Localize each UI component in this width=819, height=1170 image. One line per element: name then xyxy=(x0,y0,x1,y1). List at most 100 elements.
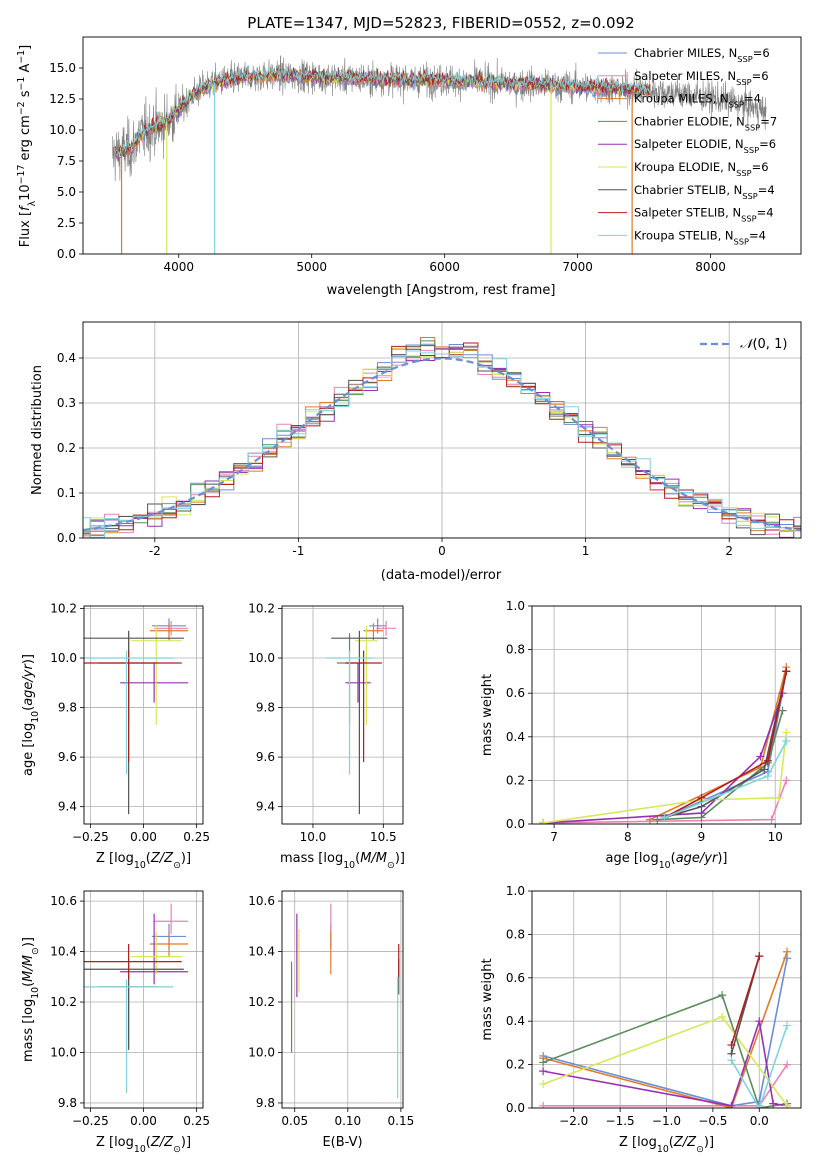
x-axis-label: E(B-V) xyxy=(322,1135,362,1150)
y-tick-label: 10.2 xyxy=(248,601,275,615)
label-part: log xyxy=(21,723,36,743)
label-part: 10 xyxy=(30,711,41,723)
x-tick-label: 10.0 xyxy=(300,830,327,844)
x-axis-label: Z [log10(Z/Z⊙)] xyxy=(619,1135,714,1155)
error-bars xyxy=(84,903,189,1093)
label-part: log xyxy=(114,1135,134,1150)
y-tick-label: 10.4 xyxy=(248,945,275,959)
x-tick-label: −0.5 xyxy=(698,1114,727,1128)
y-tick-label: 10.0 xyxy=(50,1045,77,1059)
label-part: =4 xyxy=(749,228,766,242)
x-tick-label: 0.25 xyxy=(183,1114,210,1128)
label-part: SSP xyxy=(742,191,757,201)
x-tick-label: 8000 xyxy=(695,260,726,274)
legend-label-salpeter_elodie: Salpeter ELODIE, NSSP=6 xyxy=(634,137,776,155)
x-tick-label: 4000 xyxy=(163,260,194,274)
x-axis-label: Z [log10(Z/Z⊙)] xyxy=(96,851,191,871)
y-tick-label: 10.0 xyxy=(50,651,77,665)
weight-marker-salpeter_stelib xyxy=(697,793,706,802)
spectrum-panel: 4000 5000 6000 7000 8000 0.0 2.5 5.0 7.5 10.0 12.5… xyxy=(16,36,802,298)
y-axis-label: Normed distribution xyxy=(30,365,45,495)
weight-marker-salpeter_elodie xyxy=(769,1099,778,1108)
age-vs-mass-panel: 10.0 10.5 9.4 9.6 9.8 10.0 10.2 mass [log10(M/M… xyxy=(248,601,405,870)
x-tick-label: −2.0 xyxy=(559,1114,588,1128)
label-part: Chabrier MILES, N xyxy=(634,46,737,60)
label-part: ⊙ xyxy=(387,860,395,871)
axes-frame xyxy=(83,605,204,825)
label-part: −1 xyxy=(16,50,27,64)
label-part: )] xyxy=(181,1135,191,1150)
weight-marker-kroupa_elodie xyxy=(718,1012,727,1021)
label-part: ⊙ xyxy=(173,1144,181,1155)
label-part: )] xyxy=(21,937,36,947)
x-tick-label: 2 xyxy=(725,544,733,558)
label-part: SSP xyxy=(736,77,751,87)
label-part: −2 xyxy=(16,101,27,115)
y-axis-label: mass weight xyxy=(480,674,495,756)
y-tick-label: 0.4 xyxy=(506,730,525,744)
y-tick-label: 0.0 xyxy=(506,1101,525,1115)
spectrum-lines xyxy=(112,55,767,254)
label-part: Kroupa ELODIE, N xyxy=(634,160,736,174)
model-spectrum-salpeter_stelib xyxy=(114,67,651,158)
label-part: log xyxy=(323,851,343,866)
y-tick-label: 2.5 xyxy=(57,216,76,230)
figure-title: PLATE=1347, MJD=52823, FIBERID=0552, z=0… xyxy=(247,14,634,32)
y-tick-label: 5.0 xyxy=(57,185,76,199)
weight-marker-salpeter_miles xyxy=(539,1101,548,1108)
histogram-chabrier_elodie xyxy=(83,340,801,533)
legend-label-salpeter_stelib: Salpeter STELIB, NSSP=4 xyxy=(634,206,774,224)
y-tick-label: 1.0 xyxy=(506,884,525,898)
weight-marker-chabrier_stelib xyxy=(760,765,769,774)
x-tick-label: 0 xyxy=(438,544,446,558)
weight-marker-kroupa_elodie xyxy=(774,793,783,802)
weight-line-salpeter_stelib xyxy=(730,955,761,1046)
weight-line-salpeter_elodie xyxy=(543,692,784,824)
weight-marker-salpeter_miles xyxy=(767,815,776,824)
label-part: =4 xyxy=(757,206,774,220)
label-part: )] xyxy=(395,851,405,866)
label-part: Z/Z xyxy=(150,1135,174,1150)
label-part: age/yr xyxy=(21,662,36,705)
weight-lines xyxy=(539,947,792,1108)
histograms xyxy=(83,337,801,538)
label-part: λ xyxy=(27,200,38,206)
label-part: )] xyxy=(21,654,36,664)
weight-marker-salpeter_stelib xyxy=(727,1041,736,1050)
label-part: Z/Z xyxy=(150,851,174,866)
label-part: Flux [ xyxy=(18,211,33,247)
label-part: s xyxy=(18,90,33,101)
y-tick-label: 10.6 xyxy=(50,894,77,908)
label-part: f xyxy=(18,204,33,211)
axes-frame xyxy=(82,321,802,539)
label-part: =6 xyxy=(752,69,769,83)
label-part: Z [ xyxy=(96,851,114,866)
y-tick-label: 0.3 xyxy=(57,396,76,410)
label-part: SSP xyxy=(745,122,760,132)
residuals-panel: -2 -1 0 1 2 0.0 0.1 0.2 0.3 0.4 (data-model)/error… xyxy=(30,321,802,583)
label-part: mass [ xyxy=(21,1019,36,1062)
weight-line-chabrier_elodie xyxy=(657,710,784,821)
legend-label-salpeter_miles: Salpeter MILES, NSSP=6 xyxy=(634,69,769,87)
label-part: ( xyxy=(669,1135,674,1150)
label-part: age/yr xyxy=(676,851,719,866)
axes-frame xyxy=(281,605,404,825)
label-part: Salpeter MILES, N xyxy=(634,69,736,83)
label-part: 10 xyxy=(134,1144,146,1155)
label-part: A xyxy=(18,64,33,77)
x-tick-label: −0.25 xyxy=(72,1114,109,1128)
y-tick-label: 10.2 xyxy=(50,995,77,1009)
y-tick-label: 0.0 xyxy=(57,247,76,261)
label-part: SSP xyxy=(737,54,752,64)
y-tick-label: 0.6 xyxy=(506,971,525,985)
weight-vs-metallicity-panel: −2.0 −1.5 −1.0 −0.5 0.0 0.0 0.2 0.4 0.6 0.8 1.0 Z [… xyxy=(480,884,802,1155)
label-part: −17 xyxy=(16,165,27,185)
weight-line-salpeter_stelib xyxy=(664,671,788,819)
x-tick-label: 8 xyxy=(624,830,632,844)
y-axis-label: Flux [fλ10−17 erg cm−2 s−1 A−1] xyxy=(16,45,38,247)
label-part: )] xyxy=(717,851,727,866)
label-part: Kroupa STELIB, N xyxy=(634,228,734,242)
label-part: 10 xyxy=(18,184,33,201)
x-tick-label: 9 xyxy=(698,830,706,844)
x-axis-label: wavelength [Angstrom, rest frame] xyxy=(327,283,556,298)
